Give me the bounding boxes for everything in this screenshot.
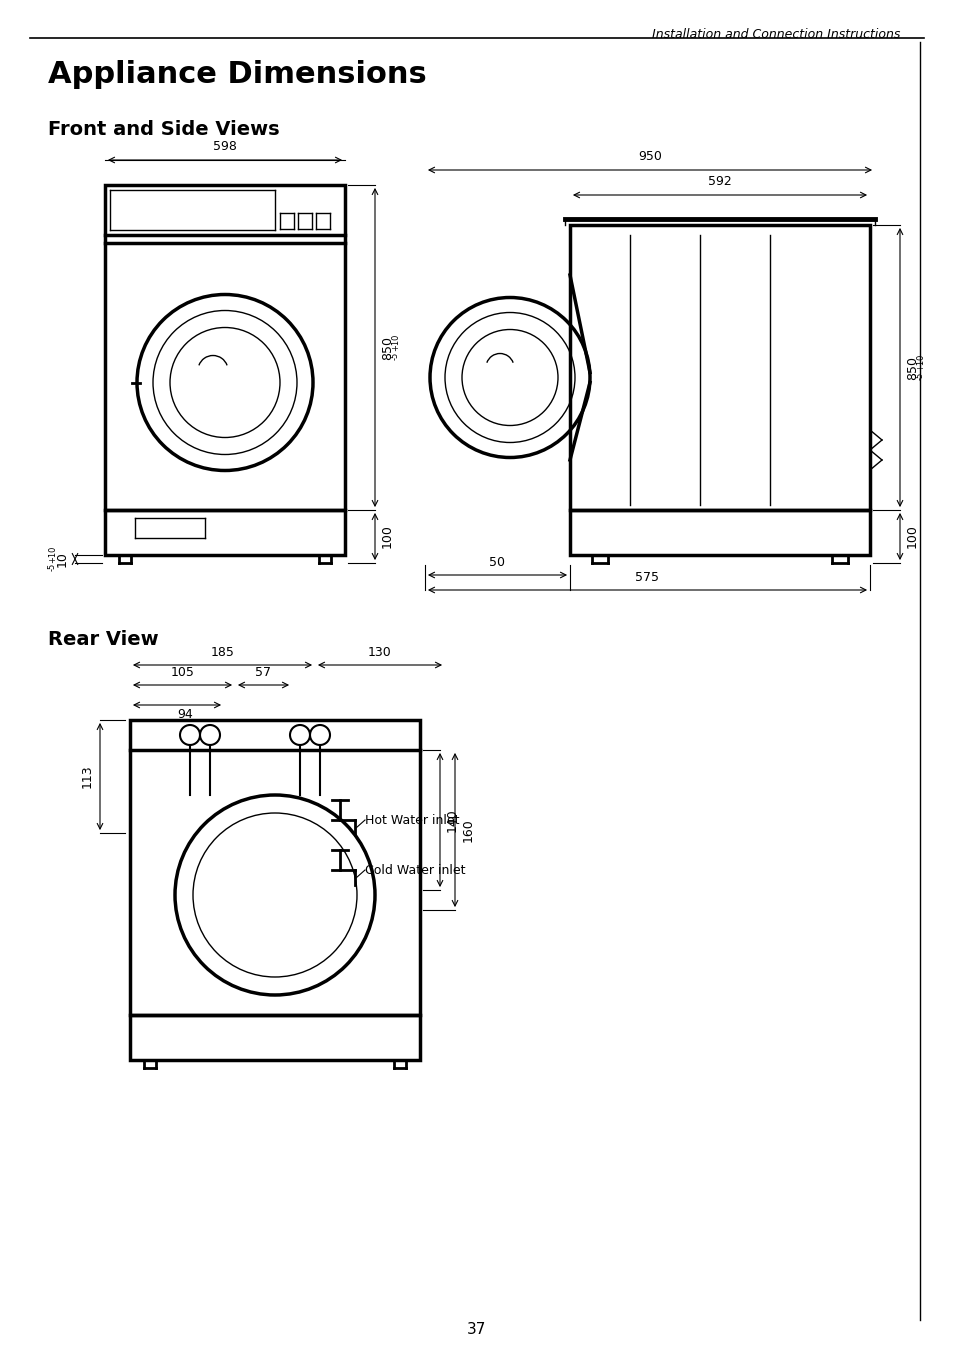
Text: 130: 130	[368, 646, 392, 658]
Text: 592: 592	[707, 174, 731, 188]
Text: 598: 598	[213, 141, 236, 153]
Text: Cold Water inlet: Cold Water inlet	[365, 864, 465, 876]
Text: 100: 100	[380, 525, 394, 549]
Text: 575: 575	[635, 571, 659, 584]
Text: 113: 113	[81, 764, 94, 788]
Text: 140: 140	[446, 808, 458, 831]
Text: 160: 160	[461, 818, 475, 842]
Bar	[569, 224, 869, 510]
Text: 10: 10	[56, 552, 69, 566]
Text: 850: 850	[905, 356, 918, 380]
Text: 185: 185	[211, 646, 234, 658]
Text: Appliance Dimensions: Appliance Dimensions	[48, 59, 426, 89]
Text: 950: 950	[638, 150, 661, 164]
Text: 37: 37	[467, 1322, 486, 1337]
Text: -5: -5	[391, 352, 399, 360]
Bar	[569, 510, 869, 556]
Text: Hot Water inlet: Hot Water inlet	[365, 814, 459, 826]
Text: 850: 850	[380, 335, 394, 360]
Text: +10: +10	[915, 354, 924, 372]
Text: Rear View: Rear View	[48, 630, 158, 649]
Text: 94: 94	[177, 708, 193, 721]
Text: +10: +10	[391, 334, 399, 352]
Bar	[130, 1015, 419, 1060]
Text: 57: 57	[254, 667, 271, 679]
Bar	[105, 185, 345, 510]
Text: -5: -5	[915, 372, 924, 380]
Text: 100: 100	[905, 525, 918, 549]
Text: 105: 105	[171, 667, 194, 679]
Text: -5: -5	[48, 562, 57, 571]
Text: +10: +10	[48, 545, 57, 562]
Bar	[105, 510, 345, 556]
Bar	[130, 721, 419, 1015]
Text: 50: 50	[489, 556, 505, 569]
Text: Front and Side Views: Front and Side Views	[48, 120, 279, 139]
Text: Installation and Connection Instructions: Installation and Connection Instructions	[651, 28, 899, 41]
